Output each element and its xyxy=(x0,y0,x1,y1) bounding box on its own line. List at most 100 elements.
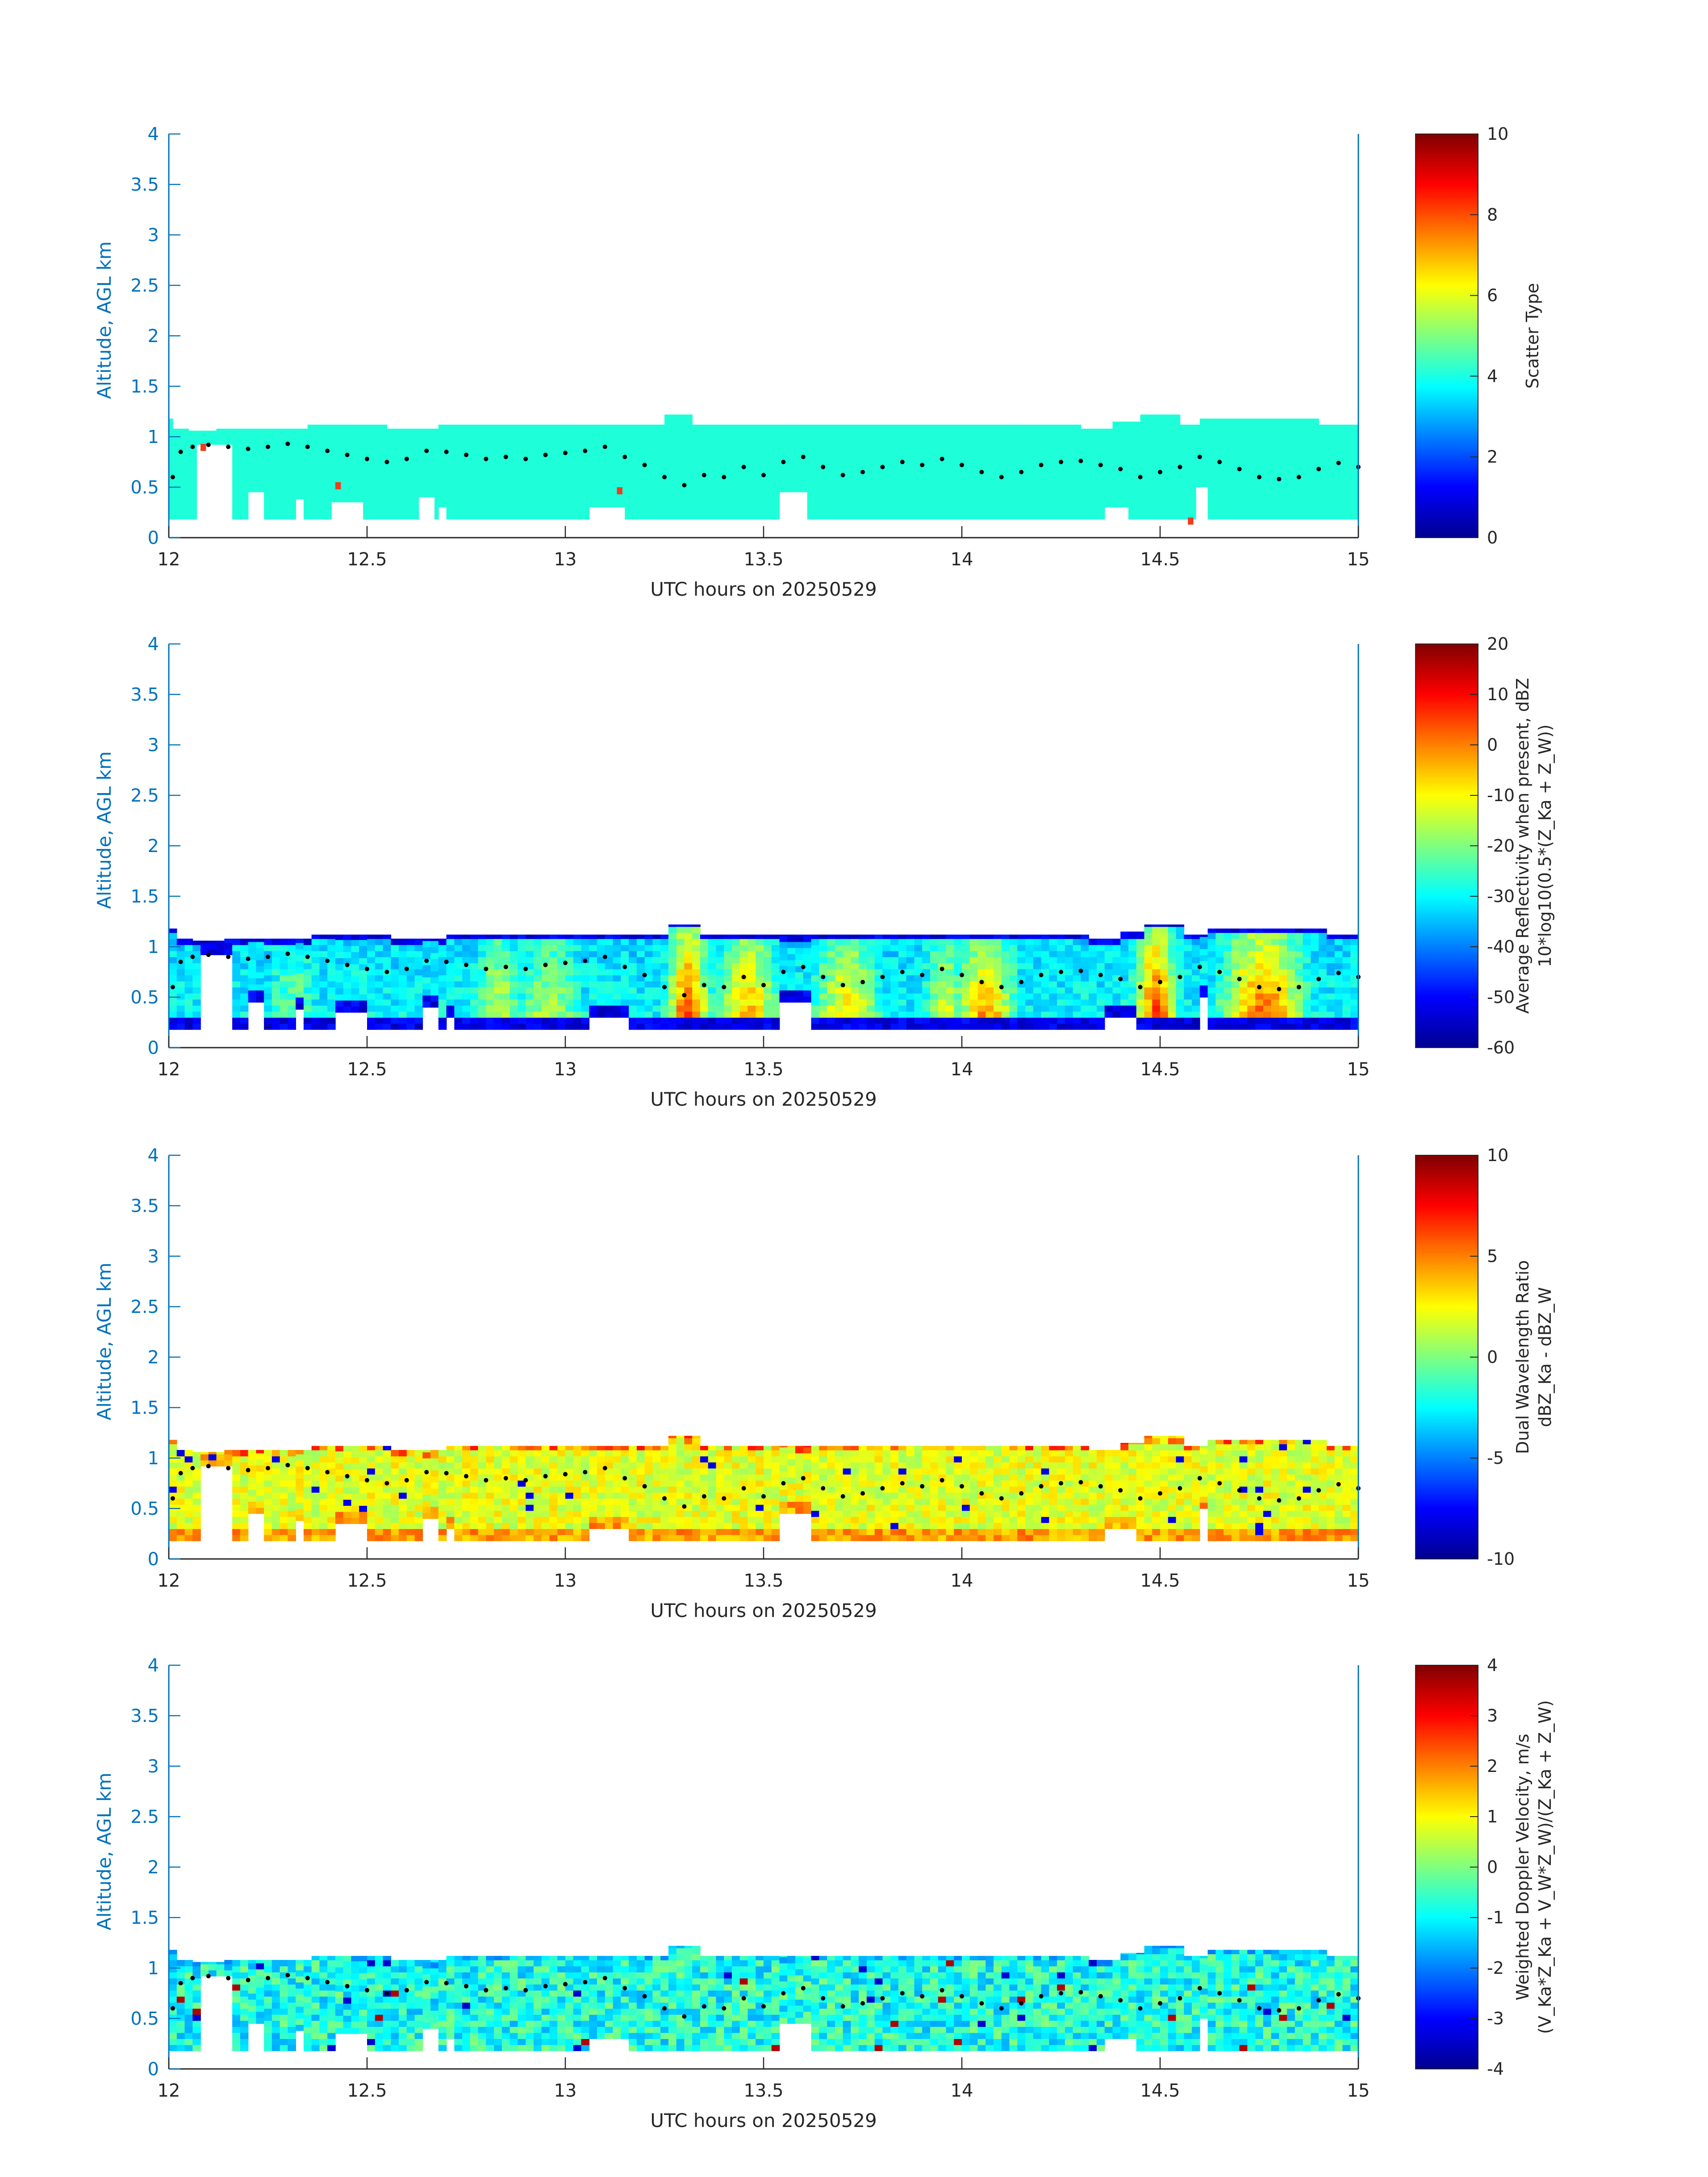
data-cell xyxy=(962,1017,970,1024)
data-cell xyxy=(501,1529,510,1535)
cloud-base-dot xyxy=(1257,985,1261,990)
data-cell xyxy=(319,1011,328,1018)
data-cell xyxy=(1263,1440,1272,1445)
data-cell xyxy=(629,1504,637,1511)
data-cell xyxy=(1081,1005,1089,1012)
data-cell xyxy=(946,963,955,969)
data-cell xyxy=(716,1462,724,1469)
data-cell xyxy=(1255,969,1264,976)
data-cell xyxy=(240,1492,249,1499)
data-cell xyxy=(486,1480,494,1487)
data-cell xyxy=(1073,981,1082,988)
data-cell xyxy=(930,1480,939,1487)
data-cell xyxy=(621,957,629,963)
data-cell xyxy=(430,1458,439,1465)
data-cell xyxy=(724,987,732,994)
data-cell xyxy=(731,938,740,945)
data-cell xyxy=(954,951,962,957)
data-cell xyxy=(652,1468,661,1475)
data-cell xyxy=(629,938,637,945)
data-cell xyxy=(256,1465,264,1472)
data-cell xyxy=(208,942,217,949)
data-cell xyxy=(494,975,502,982)
data-cell xyxy=(1120,1462,1129,1469)
data-cell xyxy=(1295,987,1303,994)
x-tick-label: 13 xyxy=(554,549,577,570)
data-cell xyxy=(1112,969,1121,976)
data-cell xyxy=(1176,1023,1185,1030)
data-cell xyxy=(1065,1011,1073,1018)
data-cell xyxy=(533,1450,542,1457)
data-cell xyxy=(1271,981,1280,988)
cloud-base-dot xyxy=(979,980,984,985)
data-cell xyxy=(1350,1023,1359,1030)
data-cell xyxy=(1057,1529,1065,1535)
data-cell xyxy=(565,1005,574,1012)
data-cell xyxy=(851,1517,859,1523)
data-cell xyxy=(930,1534,939,1542)
data-cell xyxy=(470,1456,479,1462)
data-cell xyxy=(827,1456,835,1462)
data-cell xyxy=(248,948,257,954)
data-cell xyxy=(1144,963,1153,969)
data-cell xyxy=(969,951,978,957)
data-cell xyxy=(938,1529,947,1535)
data-cell xyxy=(1089,1510,1097,1517)
data-cell xyxy=(470,1498,479,1505)
data-cell xyxy=(835,1462,844,1469)
data-cell xyxy=(343,1517,352,1524)
data-cell xyxy=(835,969,844,976)
data-cell xyxy=(446,999,455,1006)
data-cell xyxy=(756,987,764,994)
data-cell xyxy=(605,1522,614,1529)
data-cell xyxy=(1255,1462,1264,1469)
data-cell xyxy=(756,1522,764,1529)
data-cell xyxy=(1326,981,1335,988)
data-cell xyxy=(478,1492,487,1499)
data-cell xyxy=(1009,1480,1018,1487)
data-cell xyxy=(1255,1529,1264,1535)
data-cell xyxy=(327,944,336,951)
data-cell xyxy=(1263,1468,1272,1475)
data-cell xyxy=(1295,999,1303,1006)
data-cell xyxy=(1065,944,1073,951)
data-cell xyxy=(1128,1474,1137,1481)
data-cell xyxy=(533,957,542,963)
data-cell xyxy=(288,1480,296,1487)
data-cell xyxy=(629,975,637,982)
data-cell xyxy=(549,1450,558,1457)
data-cell xyxy=(1184,1450,1192,1457)
rain-cell xyxy=(1188,517,1194,525)
data-cell xyxy=(414,963,423,969)
data-cell xyxy=(890,993,899,1000)
data-cell xyxy=(1144,999,1153,1006)
data-cell xyxy=(240,1534,249,1542)
data-cell xyxy=(1057,1522,1065,1529)
data-cell xyxy=(1303,1005,1311,1012)
data-cell xyxy=(1144,1011,1153,1018)
data-cell xyxy=(748,1456,756,1462)
data-cell xyxy=(383,1474,392,1481)
data-cell xyxy=(391,1450,399,1457)
data-cell xyxy=(874,1023,883,1030)
data-cell xyxy=(446,981,455,988)
data-cell xyxy=(724,1005,732,1012)
data-cell xyxy=(1152,951,1161,957)
data-cell xyxy=(1096,987,1105,994)
data-cell xyxy=(644,951,653,957)
data-cell xyxy=(1239,1462,1248,1469)
data-cell xyxy=(938,938,947,945)
data-cell xyxy=(827,1011,835,1018)
data-cell xyxy=(1192,957,1200,963)
data-cell xyxy=(486,951,494,957)
data-cell xyxy=(684,963,693,969)
data-cell xyxy=(859,1462,867,1469)
data-cell xyxy=(605,1504,614,1511)
data-cell xyxy=(716,1446,724,1450)
data-cell xyxy=(946,1474,955,1481)
cloud-base-dot xyxy=(761,982,766,987)
data-cell xyxy=(874,1017,883,1024)
data-cell xyxy=(779,948,788,954)
data-cell xyxy=(1295,1450,1303,1457)
data-cell xyxy=(629,1534,637,1542)
